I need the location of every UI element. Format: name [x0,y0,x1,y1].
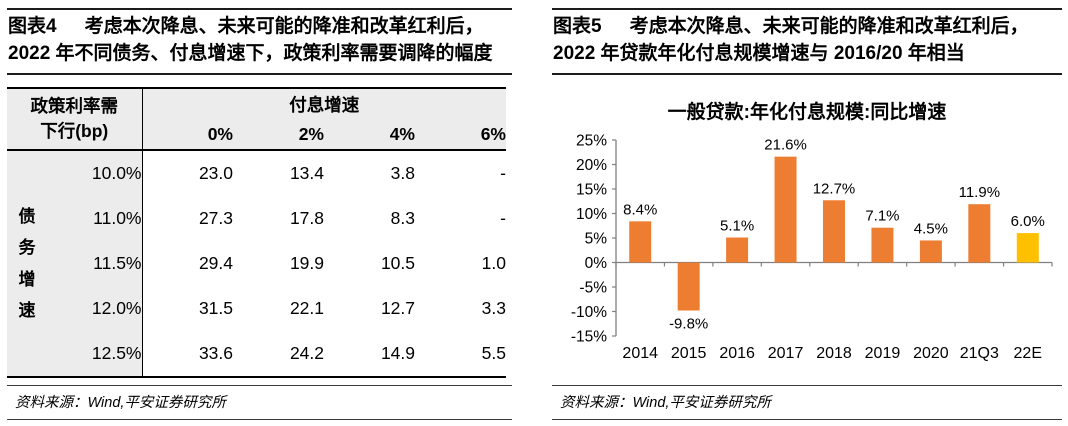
table-row: 12.0% 31.5 22.1 12.7 3.3 [7,286,506,332]
bar-value-label: 7.1% [865,208,899,225]
figure-5-title: 图表5 考虑本次降息、未来可能的降准和改革红利后， 2022 年贷款年化付息规模增… [552,10,1062,73]
table-cell-value: 3.8 [324,150,415,197]
figure-4-title-line2: 2022 年不同债务、付息增速下，政策利率需要调降的幅度 [8,42,493,64]
y-tick-label: 0% [585,255,608,272]
row-label: 10.0% [47,150,143,197]
x-tick-label: 2019 [865,345,901,362]
x-tick-label: 21Q3 [960,345,999,362]
corner-header: 政策利率需 下行(bp) [7,88,143,152]
x-tick-label: 22E [1014,345,1042,362]
row-label: 12.5% [47,331,143,378]
bar [774,156,797,263]
column-header-row: 0% 2% 4% 6% [7,119,506,152]
bar-value-label: 4.5% [914,220,948,237]
table-cell-value: 5.5 [415,331,506,378]
table-cell-value: 24.2 [233,331,324,378]
x-tick-label: 2017 [768,345,804,362]
table-cell-value: 8.3 [324,196,415,242]
table-cell-value: 19.9 [233,241,324,287]
x-tick-label: 2018 [816,345,852,362]
y-tick-label: 10% [576,206,607,223]
y-tick-label: 20% [576,157,607,174]
figure-4-label: 图表4 [8,16,57,37]
general-loan-interest-growth-chart: 25% 20% 15% 10% 5% 0% -5% -10% -15% 8.4% 2014 -9.8%… [571,132,1053,362]
table-cell-value: 1.0 [415,241,506,287]
row-label: 12.0% [47,286,143,332]
x-tick-label: 2015 [671,345,707,362]
panel-title-rule [552,73,1062,76]
figure-5-panel: 图表5 考虑本次降息、未来可能的降准和改革红利后， 2022 年贷款年化付息规模增… [552,8,1062,426]
chart-title: 一般贷款:年化付息规模:同比增速 [667,102,947,124]
panel-title-rule [7,73,512,76]
figure-4-panel: 图表4 考虑本次降息、未来可能的降准和改革红利后， 2022 年不同债务、付息增速… [7,8,512,426]
col-header: 2% [233,119,324,152]
bar [677,262,700,311]
table-cell-value: 12.7 [324,286,415,332]
figure-5-source: 资料来源：Wind,平安证券研究所 [552,385,1062,420]
bar-value-label: 5.1% [720,217,754,234]
figure-5-title-line1: 考虑本次降息、未来可能的降准和改革红利后， [629,16,1029,37]
table-cell-value: 10.5 [324,241,415,287]
bar [1016,232,1039,263]
y-tick-label: -15% [571,328,607,345]
table-row: 11.0% 27.3 17.8 8.3- [7,196,506,242]
panel-top-rule [552,8,1062,10]
y-tick-label: -10% [571,304,607,321]
bar-value-label: 11.9% [959,184,1000,201]
x-tick-label: 2014 [622,345,658,362]
col-header: 4% [324,119,415,152]
table-cell-value: 29.4 [142,241,233,287]
bar [968,204,991,263]
figure-4-title: 图表4 考虑本次降息、未来可能的降准和改革红利后， 2022 年不同债务、付息增速… [7,10,512,73]
policy-rate-table: 政策利率需 下行(bp) 付息增速 0% 2% 4% 6% 债务增速 10.0% 23.0… [7,87,506,379]
figure-4-content: 政策利率需 下行(bp) 付息增速 0% 2% 4% 6% 债务增速 10.0% 23.0… [7,75,512,385]
col-header: 6% [415,119,506,152]
y-tick-label: -5% [579,279,607,296]
bar-value-label: -9.8% [669,315,708,332]
table-cell-value: 17.8 [233,196,324,242]
table-cell-value: 27.3 [142,196,233,242]
debt-growth-axis-label: 债务增速 [18,206,36,321]
figure-4-source: 资料来源：Wind,平安证券研究所 [7,385,512,420]
table-row: 11.5% 29.4 19.9 10.5 1.0 [7,241,506,287]
col-header: 0% [142,119,233,152]
y-tick-label: 25% [576,132,607,149]
table-row: 债务增速 10.0% 23.0 13.4 3.8- [7,150,506,378]
y-tick-label: 15% [576,181,607,198]
table-cell-value: 14.9 [324,331,415,378]
bar-value-label: 12.7% [813,180,856,197]
table-cell-value: 31.5 [142,286,233,332]
x-tick-label: 2016 [719,345,755,362]
figure-5-content: 一般贷款:年化付息规模:同比增速 25% 20% 15% 10% 5% 0% -5% -10%… [552,75,1062,385]
table-cell-value: 13.4 [233,150,324,197]
bar-value-label: 6.0% [1011,213,1045,230]
figure-5-label: 图表5 [553,16,602,37]
table-row: 12.5% 33.6 24.2 14.9 5.5 [7,331,506,378]
figure-5-title-line2: 2022 年贷款年化付息规模增速与 2016/20 年相当 [553,42,965,64]
table-body: 债务增速 10.0% 23.0 13.4 3.8-11.0% 27.3 17.8 8.3-11… [7,150,506,378]
y-tick-label: 5% [585,230,608,247]
table-cell-value: 23.0 [142,150,233,197]
table-cell-value: 22.1 [233,286,324,332]
table-cell-value: 33.6 [142,331,233,378]
group-header: 付息增速 [142,88,506,120]
table-cell-value: 3.3 [415,286,506,332]
row-label: 11.5% [47,241,143,287]
bar [871,227,894,263]
panel-top-rule [7,8,512,10]
bar [629,221,652,263]
table-cell-value: - [415,196,506,242]
figure-4-title-line1: 考虑本次降息、未来可能的降准和改革红利后， [84,16,484,37]
row-axis-label-cell: 债务增速 [7,150,47,378]
table-cell-value: - [415,150,506,197]
bar [919,240,942,263]
row-label: 11.0% [47,196,143,242]
bar [726,237,749,263]
bar-value-label: 8.4% [623,201,657,218]
x-tick-label: 2020 [913,345,949,362]
bar [823,200,845,263]
bar-value-label: 21.6% [764,137,807,154]
